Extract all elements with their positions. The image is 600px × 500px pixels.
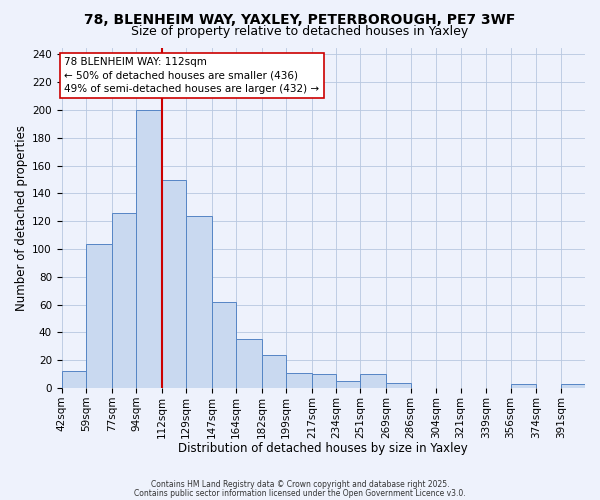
X-axis label: Distribution of detached houses by size in Yaxley: Distribution of detached houses by size … xyxy=(178,442,468,455)
Text: Contains HM Land Registry data © Crown copyright and database right 2025.: Contains HM Land Registry data © Crown c… xyxy=(151,480,449,489)
Bar xyxy=(236,340,262,388)
Bar xyxy=(62,372,86,388)
Text: Contains public sector information licensed under the Open Government Licence v3: Contains public sector information licen… xyxy=(134,488,466,498)
Text: 78 BLENHEIM WAY: 112sqm
← 50% of detached houses are smaller (436)
49% of semi-d: 78 BLENHEIM WAY: 112sqm ← 50% of detache… xyxy=(64,57,320,94)
Bar xyxy=(86,244,112,388)
Bar xyxy=(262,354,286,388)
Bar xyxy=(336,381,361,388)
Bar xyxy=(286,373,312,388)
Bar xyxy=(386,382,410,388)
Bar xyxy=(511,384,536,388)
Bar xyxy=(112,213,136,388)
Bar xyxy=(186,216,212,388)
Bar xyxy=(361,374,386,388)
Text: 78, BLENHEIM WAY, YAXLEY, PETERBOROUGH, PE7 3WF: 78, BLENHEIM WAY, YAXLEY, PETERBOROUGH, … xyxy=(85,12,515,26)
Bar xyxy=(162,180,186,388)
Text: Size of property relative to detached houses in Yaxley: Size of property relative to detached ho… xyxy=(131,25,469,38)
Y-axis label: Number of detached properties: Number of detached properties xyxy=(15,125,28,311)
Bar xyxy=(212,302,236,388)
Bar xyxy=(312,374,336,388)
Bar xyxy=(560,384,585,388)
Bar xyxy=(136,110,162,388)
